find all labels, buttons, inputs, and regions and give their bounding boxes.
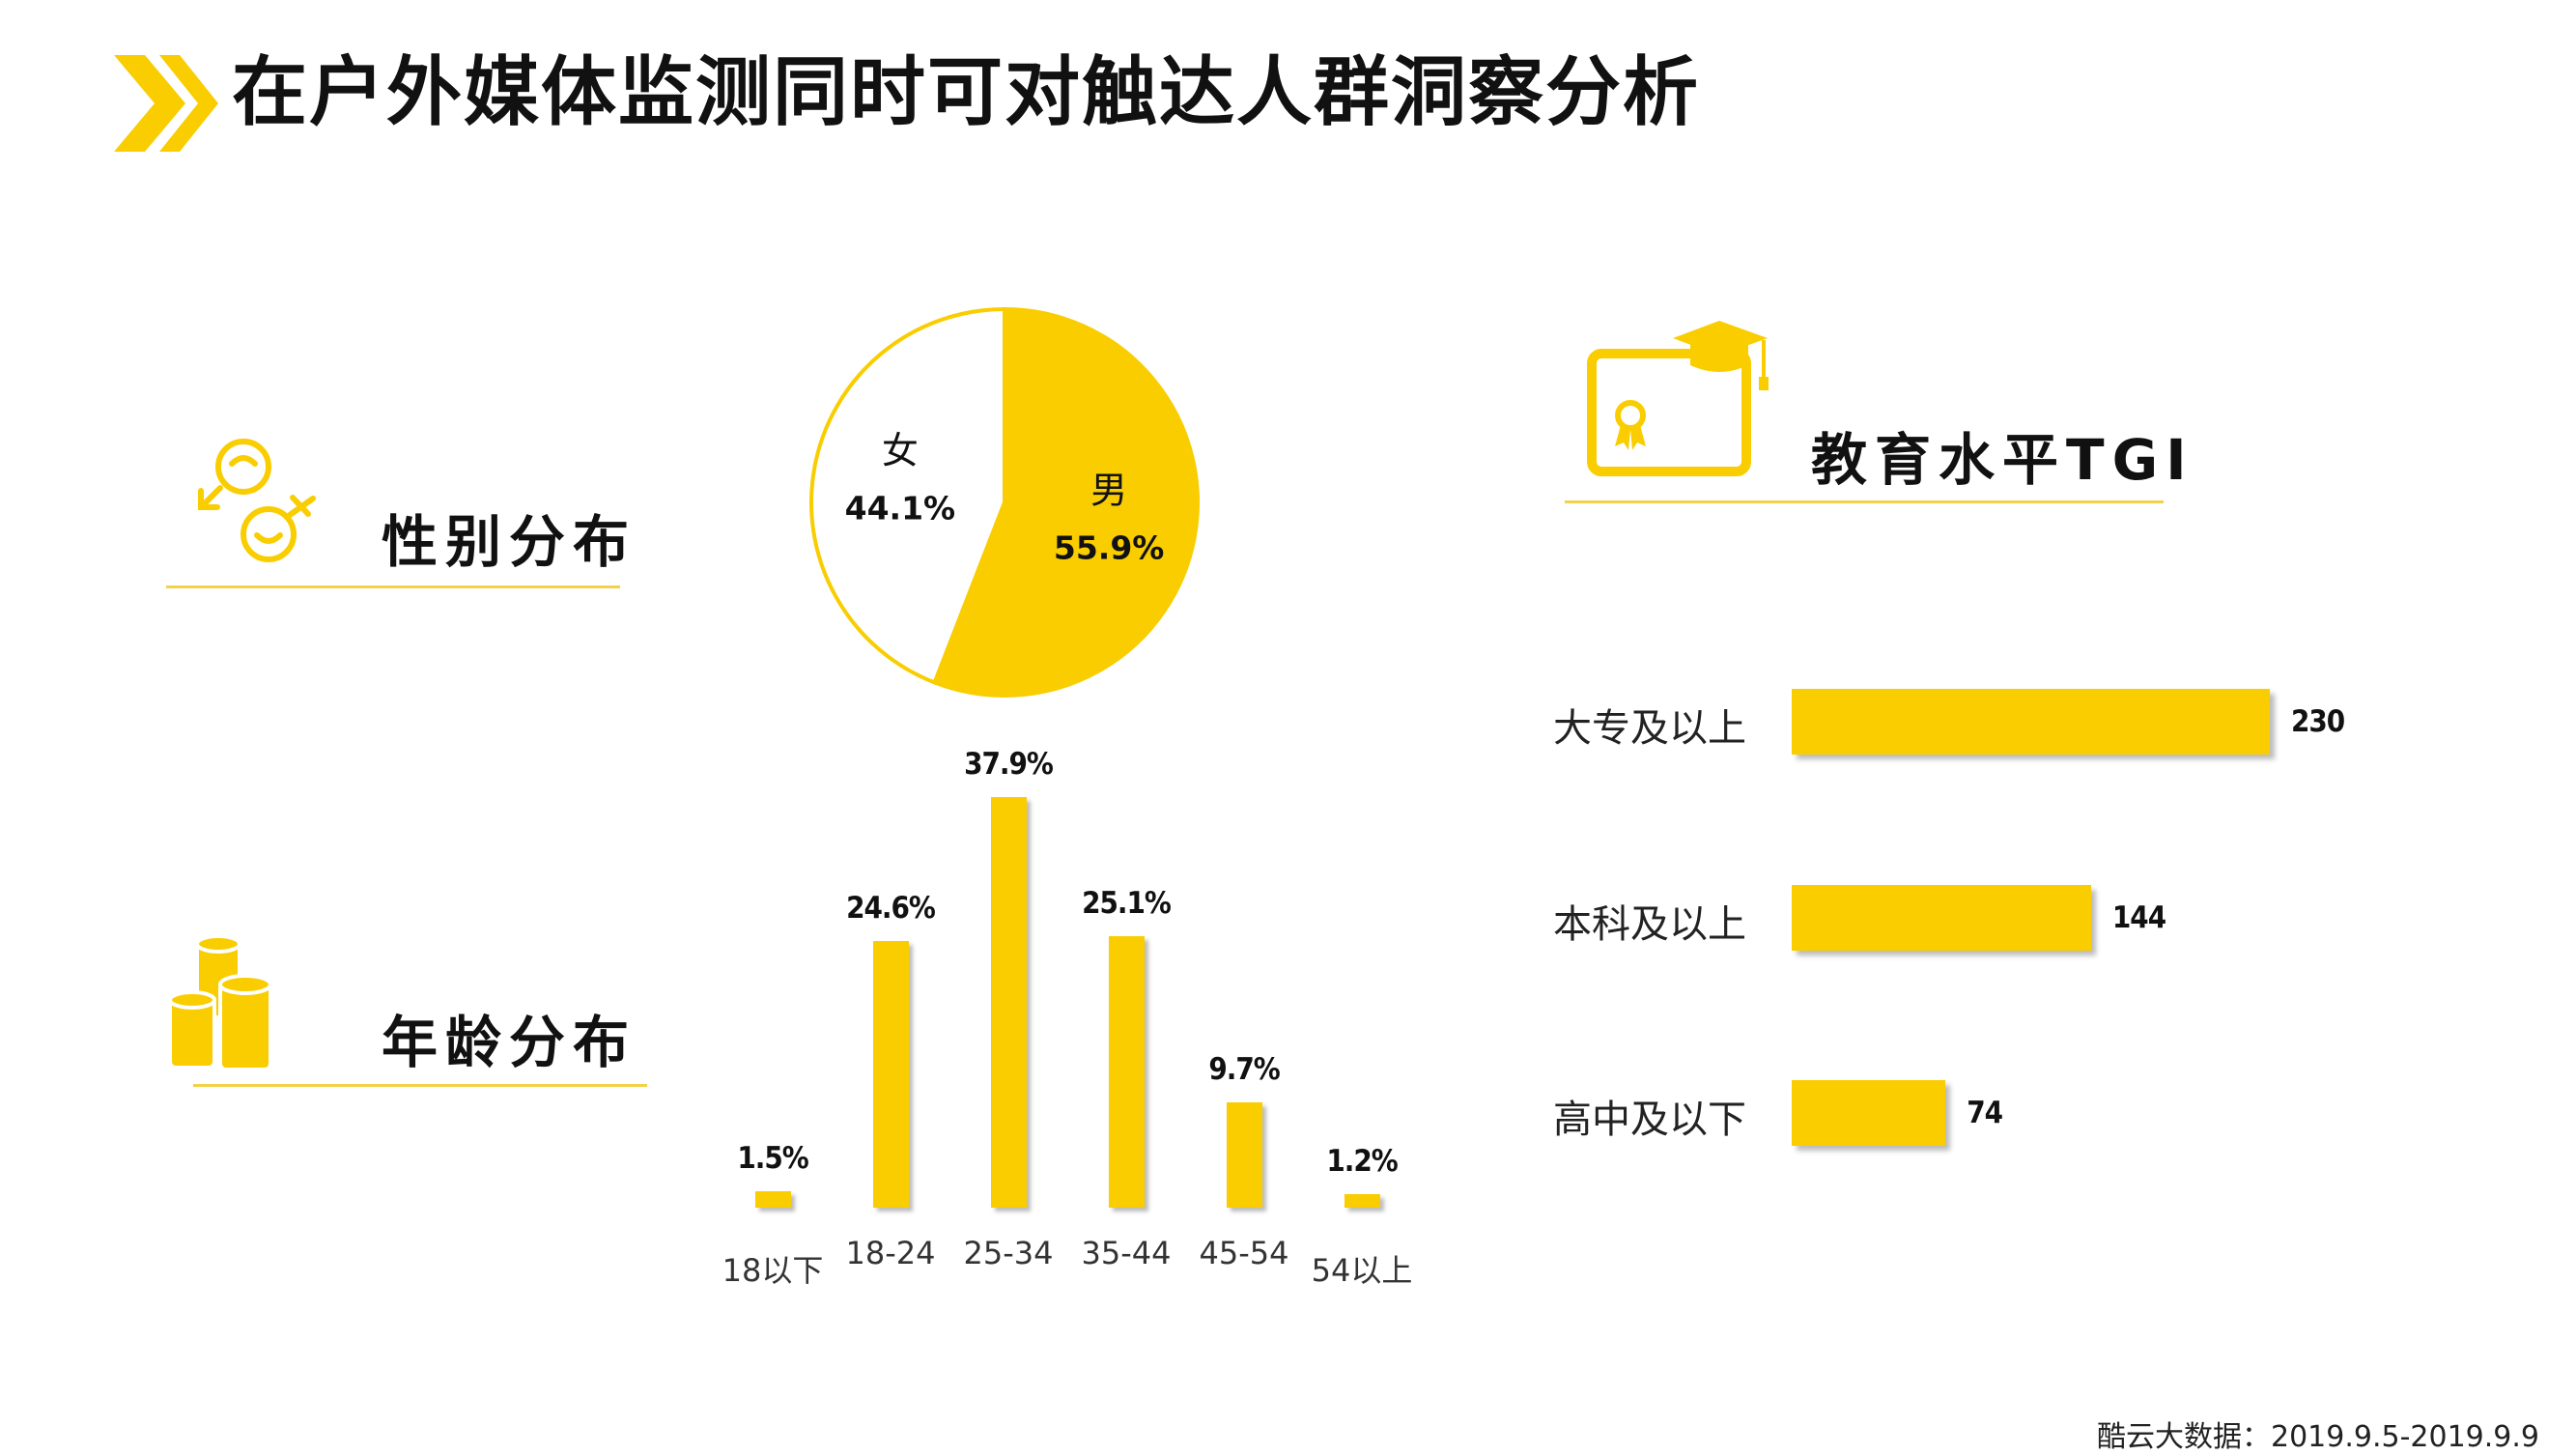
age-tick-label-0: 18以下 [722, 1252, 824, 1289]
age-value-label-5: 1.2% [1326, 1144, 1398, 1179]
education-bar-2 [1792, 1080, 1946, 1146]
age-bar-3 [1108, 935, 1145, 1208]
pie-slice-0 [931, 306, 1200, 698]
age-value-label-2: 37.9% [964, 747, 1054, 782]
age-value-label-1: 24.6% [846, 891, 936, 927]
age-tick-label-3: 35-44 [1081, 1235, 1172, 1271]
age-bar-0 [754, 1191, 791, 1208]
pie-label-1: 女 [882, 430, 919, 472]
age-value-label-0: 1.5% [737, 1141, 808, 1177]
education-bar-1 [1792, 885, 2091, 951]
education-category-label-2: 高中及以下 [1553, 1098, 1746, 1142]
age-bar-1 [872, 941, 909, 1208]
age-bar-5 [1344, 1194, 1380, 1208]
coin-stacks-icon [168, 934, 272, 1071]
gender-section-title: 性别分布 [382, 509, 637, 575]
pie-value-label-0: 55.9% [1054, 528, 1165, 566]
age-bar-2 [990, 797, 1027, 1208]
age-tick-label-5: 54以上 [1311, 1252, 1413, 1289]
double-chevron-right-icon [114, 55, 218, 152]
data-source-note: 酷云大数据：2019.9.5-2019.9.9 [2096, 1420, 2539, 1454]
age-tick-label-2: 25-34 [963, 1235, 1054, 1271]
age-bar-4 [1226, 1102, 1262, 1208]
age-section-title: 年龄分布 [382, 1010, 637, 1075]
pie-label-0: 男 [1090, 469, 1127, 511]
education-value-label-1: 144 [2111, 900, 2166, 935]
gender-underline [166, 585, 620, 588]
education-value-label-2: 74 [1967, 1096, 2003, 1130]
education-underline [1565, 500, 2164, 503]
education-bar-0 [1792, 689, 2270, 755]
pie-slice-1 [809, 306, 1006, 686]
pie-value-label-1: 44.1% [845, 490, 956, 528]
gender-pie-chart: 男 55.9% 女 44.1% [809, 306, 1200, 698]
certificate-graduation-cap-icon [1587, 321, 1769, 476]
education-value-label-0: 230 [2291, 704, 2345, 739]
age-tick-label-4: 45-54 [1199, 1235, 1289, 1271]
age-underline [193, 1084, 647, 1087]
age-tick-label-1: 18-24 [845, 1235, 936, 1271]
page-title: 在户外媒体监测同时可对触达人群洞察分析 [232, 49, 1701, 136]
gender-symbols-icon [198, 439, 316, 562]
age-value-label-3: 25.1% [1082, 885, 1172, 921]
education-category-label-1: 本科及以上 [1553, 902, 1746, 947]
education-section-title: 教育水平TGI [1811, 427, 2194, 493]
education-category-label-0: 大专及以上 [1553, 706, 1746, 751]
age-value-label-4: 9.7% [1208, 1052, 1280, 1088]
